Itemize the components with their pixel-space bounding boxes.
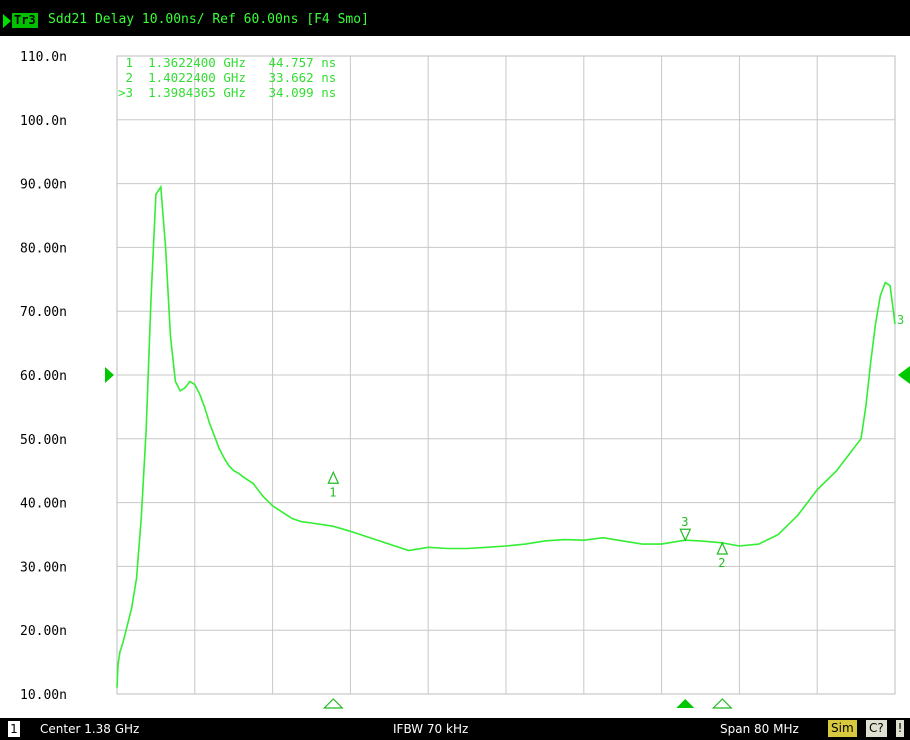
marker-3-axis-icon [676, 699, 695, 708]
marker-1-label: 1 [329, 485, 336, 499]
delay-chart[interactable]: 110.0n 100.0n 90.00n 80.00n 70.00n 60.00n 50.0… [0, 36, 910, 718]
trace-markers: 3 1 2 3 [322, 313, 904, 709]
trace-title[interactable]: Sdd21 Delay 10.00ns/ Ref 60.00ns [F4 Smo… [48, 12, 369, 27]
y-tick-label: 40.00n [20, 497, 67, 512]
center-frequency[interactable]: Center 1.38 GHz [40, 722, 140, 736]
warning-badge[interactable]: ! [896, 720, 904, 737]
y-tick-label: 100.0n [20, 114, 67, 129]
y-tick-label: 110.0n [20, 50, 67, 65]
span-value[interactable]: Span 80 MHz [720, 722, 799, 736]
active-trace-arrow-icon [3, 14, 11, 28]
trace-end-label: 3 [897, 313, 904, 327]
reference-markers [105, 366, 910, 384]
y-tick-label: 20.00n [20, 624, 67, 639]
marker-row-1[interactable]: 1 1.3622400 GHz 44.757 ns [118, 55, 337, 70]
marker-3-label: 3 [681, 515, 688, 529]
marker-1-axis-icon [322, 698, 344, 709]
marker-3-icon [679, 528, 692, 542]
ifbw-value[interactable]: IFBW 70 kHz [393, 722, 469, 736]
y-tick-label: 80.00n [20, 241, 67, 256]
y-tick-label: 90.00n [20, 178, 67, 193]
chart-grid [116, 55, 896, 695]
trace-line [116, 184, 896, 688]
status-bar: 1 Center 1.38 GHz IFBW 70 kHz Span 80 MH… [0, 718, 910, 740]
y-tick-label: 10.00n [20, 688, 67, 703]
ref-left-arrow-icon [105, 367, 114, 383]
marker-2-axis-icon [711, 698, 733, 709]
y-tick-label: 70.00n [20, 305, 67, 320]
marker-table: 1 1.3622400 GHz 44.757 ns 2 1.4022400 GH… [118, 55, 336, 100]
ref-right-arrow-icon [898, 366, 910, 384]
sim-badge[interactable]: Sim [828, 720, 857, 737]
trace-tag[interactable]: Tr3 [12, 13, 38, 28]
marker-1-icon [327, 470, 340, 484]
trace-header: Tr3 Sdd21 Delay 10.00ns/ Ref 60.00ns [F4… [0, 0, 910, 36]
channel-number[interactable]: 1 [8, 721, 20, 737]
y-tick-label: 50.00n [20, 433, 67, 448]
marker-row-2[interactable]: 2 1.4022400 GHz 33.662 ns [118, 70, 337, 85]
marker-2-icon [716, 541, 729, 555]
y-axis-labels: 110.0n 100.0n 90.00n 80.00n 70.00n 60.00n 50.0… [20, 50, 67, 703]
calibration-badge[interactable]: C? [866, 720, 887, 737]
marker-row-3[interactable]: >3 1.3984365 GHz 34.099 ns [118, 85, 337, 100]
y-tick-label: 30.00n [20, 560, 67, 575]
y-tick-label: 60.00n [20, 369, 67, 384]
marker-2-label: 2 [718, 556, 725, 570]
